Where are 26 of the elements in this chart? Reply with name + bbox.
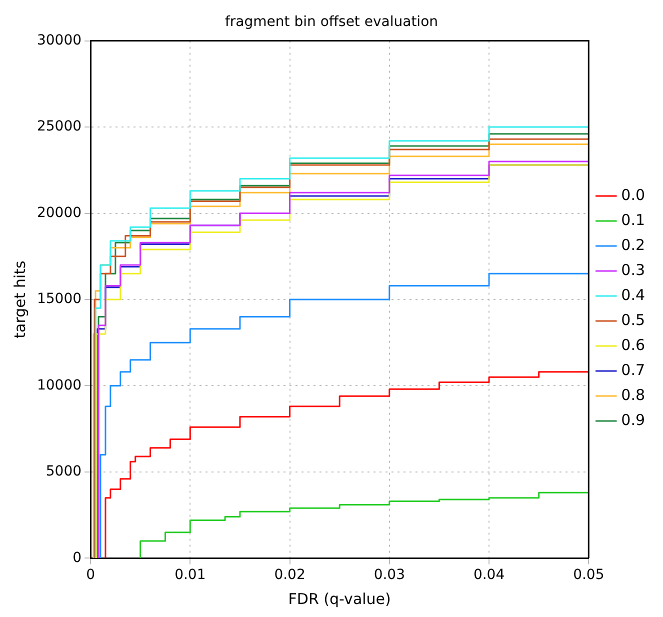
- legend-label: 0.3: [621, 260, 646, 279]
- legend-label: 0.8: [621, 386, 646, 404]
- y-tick-label: 10000: [36, 377, 82, 394]
- legend-label: 0.0: [621, 186, 646, 204]
- legend-label: 0.9: [621, 410, 646, 429]
- y-tick-label: 20000: [36, 204, 82, 221]
- x-tick-label: 0.02: [274, 567, 306, 584]
- x-tick-label: 0.03: [374, 567, 405, 584]
- legend-label: 0.7: [621, 360, 646, 379]
- x-tick-label: 0: [86, 567, 95, 584]
- x-tick-label: 0.05: [573, 567, 604, 584]
- legend-label: 0.2: [621, 236, 646, 254]
- legend-label: 0.6: [621, 336, 646, 354]
- y-tick-label: 30000: [36, 32, 82, 48]
- legend-label: 0.1: [621, 210, 646, 229]
- y-tick-label: 5000: [46, 464, 82, 480]
- y-tick-label: 25000: [36, 118, 82, 135]
- legend-label: 0.4: [621, 286, 646, 304]
- x-tick-label: 0.04: [473, 567, 505, 584]
- x-tick-label: 0.01: [174, 567, 206, 584]
- y-tick-label: 15000: [36, 291, 82, 308]
- y-tick-label: 0: [72, 550, 82, 566]
- y-axis-title: target hits: [10, 260, 29, 338]
- x-axis-title: FDR (q-value): [288, 590, 391, 608]
- chart-title: fragment bin offset evaluation: [224, 14, 438, 30]
- legend-label: 0.5: [621, 310, 646, 329]
